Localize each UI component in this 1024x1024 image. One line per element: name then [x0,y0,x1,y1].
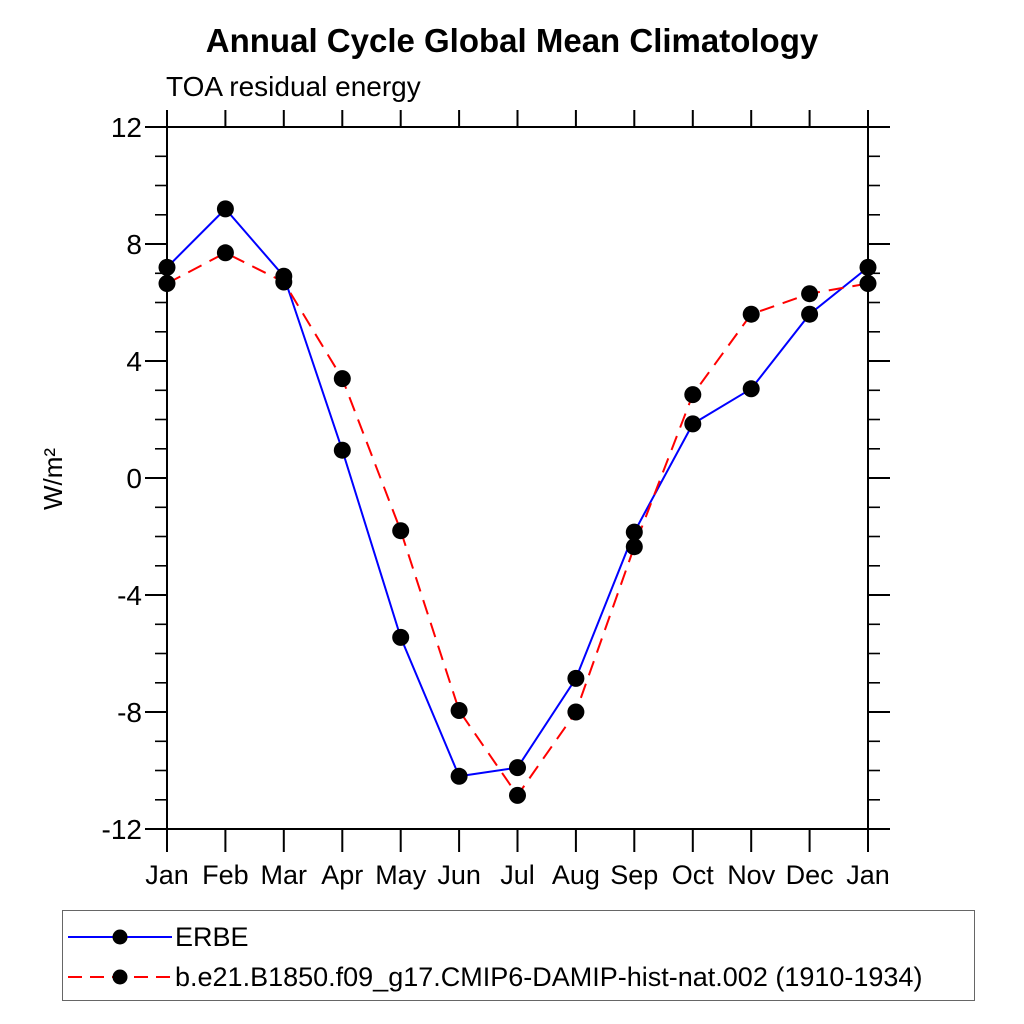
x-tick-label: Feb [202,860,249,890]
legend-box: ERBE b.e21.B1850.f09_g17.CMIP6-DAMIP-his… [62,910,975,1001]
x-tick-label: Oct [672,860,715,890]
data-point [859,258,877,276]
data-point [801,285,819,303]
data-point [450,702,468,719]
data-point [684,386,702,404]
x-tick-label: Dec [786,860,834,890]
y-tick-label: -8 [117,697,142,728]
x-tick-label: Jun [437,860,481,890]
legend-swatch-line-marker [68,969,172,985]
y-tick-label: -4 [117,580,142,611]
x-tick-label: Apr [321,860,363,890]
data-point [158,275,176,292]
x-tick-label: Jan [145,860,189,890]
data-point [859,275,877,292]
data-point [625,538,643,556]
data-point [333,370,351,388]
data-point [509,759,526,777]
data-point [392,628,410,646]
series-line [166,207,869,778]
legend-label: b.e21.B1850.f09_g17.CMIP6-DAMIP-hist-nat… [175,961,923,992]
data-point [216,200,234,218]
y-tick-label: 12 [111,112,142,143]
legend-marker [112,969,128,985]
legend-marker [112,929,128,945]
data-point [333,441,351,459]
legend-item: b.e21.B1850.f09_g17.CMIP6-DAMIP-hist-nat… [63,957,974,997]
x-tick-label: Sep [610,860,658,890]
data-point [275,273,293,291]
data-point [625,523,643,541]
data-point [509,786,526,804]
data-point [742,380,760,398]
series-line [166,251,869,798]
data-point [742,305,760,323]
legend-label: ERBE [175,921,249,952]
data-point [801,305,819,323]
data-point [567,669,585,687]
data-point [450,767,468,785]
data-point [684,415,702,433]
chart-title: Annual Cycle Global Mean Climatology [205,22,819,59]
data-point [158,258,176,276]
chart-subtitle: TOA residual energy [166,71,421,102]
x-tick-label: Jul [500,860,535,890]
y-tick-label: 4 [126,346,142,377]
legend-swatch-line-marker [68,929,172,945]
data-point [567,703,585,721]
y-tick-label: 0 [126,463,142,494]
data-point [392,522,410,540]
data-point [216,244,234,262]
x-tick-label: Jan [846,860,890,890]
y-tick-label: 8 [126,229,142,260]
x-tick-label: May [375,860,427,890]
legend-item: ERBE [63,917,974,957]
x-tick-label: Aug [552,860,600,890]
y-tick-label: -12 [102,814,142,845]
x-tick-label: Mar [261,860,308,890]
plot-frame [166,126,869,830]
x-tick-label: Nov [727,860,776,890]
